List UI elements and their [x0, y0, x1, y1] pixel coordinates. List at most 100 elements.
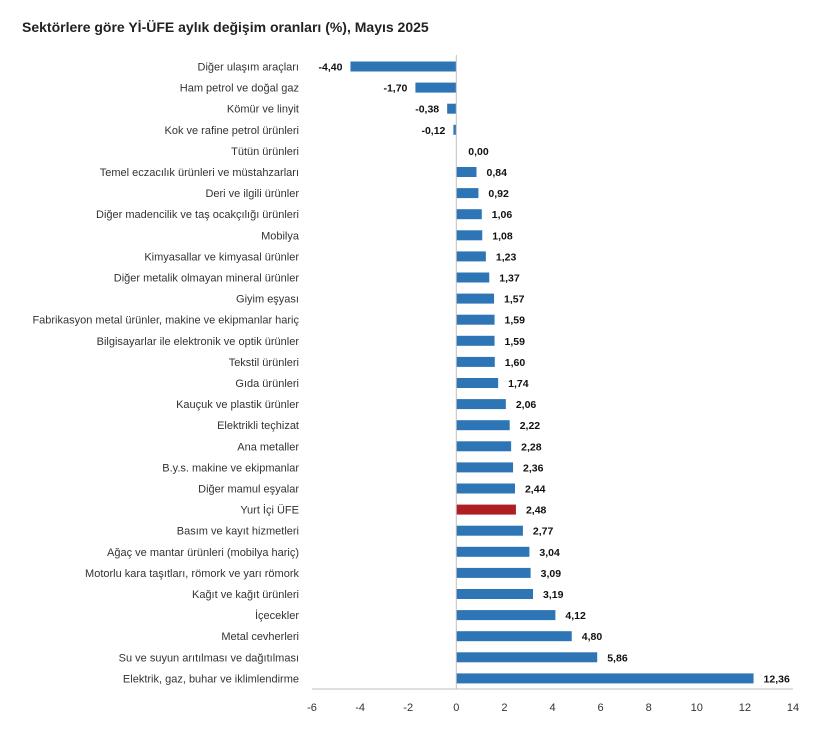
category-label: Elektrik, gaz, buhar ve iklimlendirme — [123, 673, 299, 685]
value-label: 1,57 — [504, 294, 525, 306]
category-label: Kauçuk ve plastik ürünler — [176, 399, 299, 411]
value-label: 2,28 — [521, 441, 542, 453]
value-label: 12,36 — [764, 673, 790, 685]
value-label: 1,08 — [492, 230, 513, 242]
category-label: Elektrikli teçhizat — [217, 420, 299, 432]
value-label: -1,70 — [383, 83, 407, 95]
category-label: Ham petrol ve doğal gaz — [180, 83, 299, 95]
value-label: 1,23 — [496, 251, 517, 263]
x-tick-label: 2 — [501, 702, 507, 714]
bar — [456, 525, 523, 536]
value-label: 2,22 — [520, 420, 541, 432]
category-label: Kömür ve linyit — [227, 104, 299, 116]
bar — [456, 356, 495, 367]
bar — [456, 546, 530, 557]
category-labels: Diğer ulaşım araçları Ham petrol ve doğal… — [32, 62, 299, 686]
category-label: Ana metaller — [237, 441, 299, 453]
bar — [456, 335, 495, 346]
value-label: 4,80 — [582, 631, 603, 643]
bar — [350, 61, 457, 72]
value-label: 0,00 — [468, 146, 489, 158]
value-label: 1,74 — [508, 378, 529, 390]
bar — [456, 441, 512, 452]
bar — [456, 610, 556, 621]
x-tick-label: 8 — [646, 702, 652, 714]
category-label: Tekstil ürünleri — [229, 357, 299, 369]
x-tick-label: 0 — [453, 702, 459, 714]
bar — [456, 504, 516, 515]
value-label: 2,77 — [533, 526, 554, 538]
category-label: Metal cevherleri — [221, 631, 299, 643]
bar — [447, 103, 457, 114]
category-label: Mobilya — [261, 230, 300, 242]
bar — [456, 589, 534, 599]
bar — [456, 230, 483, 241]
category-label: Diğer ulaşım araçları — [198, 62, 299, 74]
value-label: -0,12 — [421, 125, 445, 137]
x-tick-label: 12 — [739, 702, 751, 714]
bar — [456, 251, 486, 262]
value-label: 1,37 — [499, 273, 520, 285]
value-label: 3,04 — [539, 547, 560, 559]
category-label: B.y.s. makine ve ekipmanlar — [162, 462, 299, 474]
bar — [456, 631, 572, 642]
value-label: 3,09 — [541, 568, 562, 580]
bar — [456, 293, 495, 304]
category-label: Kağıt ve kağıt ürünleri — [192, 589, 299, 601]
value-label: 0,84 — [487, 167, 508, 179]
x-axis: -6 -4 -2 0 2 4 6 8 10 12 14 — [307, 55, 799, 714]
bar — [456, 420, 510, 431]
bar — [456, 483, 515, 494]
category-label: Kok ve rafine petrol ürünleri — [164, 125, 299, 137]
value-label: 2,36 — [523, 462, 544, 474]
bar — [456, 399, 506, 410]
category-label: Diğer metalik olmayan mineral ürünler — [114, 273, 300, 285]
category-label: Basım ve kayıt hizmetleri — [177, 526, 299, 538]
category-label: Giyim eşyası — [236, 294, 299, 306]
value-label: 1,60 — [505, 357, 526, 369]
value-label: 4,12 — [565, 610, 586, 622]
bar — [456, 652, 598, 663]
bar — [456, 272, 490, 283]
bar — [456, 209, 482, 220]
category-label: Deri ve ilgili ürünler — [205, 188, 299, 200]
category-label: Ağaç ve mantar ürünleri (mobilya hariç) — [107, 547, 299, 559]
bar — [415, 82, 457, 93]
category-label: Fabrikasyon metal ürünler, makine ve eki… — [32, 315, 299, 327]
category-label: İçecekler — [255, 609, 299, 622]
bar — [456, 567, 531, 578]
x-tick-label: -4 — [355, 702, 365, 714]
value-label: 2,06 — [516, 399, 537, 411]
category-label: Diğer mamul eşyalar — [198, 484, 299, 496]
value-label: 1,59 — [505, 315, 526, 327]
value-label: -0,38 — [415, 104, 439, 116]
category-label: Motorlu kara taşıtları, römork ve yarı r… — [85, 568, 299, 580]
bar — [456, 673, 754, 684]
bar — [456, 167, 477, 177]
value-label: 5,86 — [607, 652, 628, 664]
bar — [456, 462, 514, 473]
x-tick-label: -6 — [307, 702, 317, 714]
value-label: 2,48 — [526, 505, 547, 517]
x-tick-label: 14 — [787, 702, 799, 714]
bar — [453, 124, 457, 135]
value-label: -4,40 — [319, 62, 343, 74]
x-tick-label: 4 — [549, 702, 555, 714]
bar — [456, 188, 479, 199]
value-labels: -4,40 -1,70 -0,38 -0,12 0,00 0,84 0,92 1,06 1,08… — [319, 62, 790, 686]
value-label: 0,92 — [488, 188, 509, 200]
value-label: 3,19 — [543, 589, 564, 601]
x-tick-label: 6 — [598, 702, 604, 714]
x-tick-label: -2 — [403, 702, 413, 714]
value-label: 2,44 — [525, 484, 546, 496]
category-label: Yurt İçi ÜFE — [240, 504, 299, 517]
value-label: 1,59 — [505, 336, 526, 348]
chart-title: Sektörlere göre Yİ-ÜFE aylık değişim ora… — [22, 19, 429, 35]
category-label: Kimyasallar ve kimyasal ürünler — [144, 251, 299, 263]
bars-layer — [350, 61, 754, 684]
bar — [456, 314, 495, 325]
category-label: Diğer madencilik ve taş ocakçılığı ürünl… — [96, 209, 299, 221]
category-label: Temel eczacılık ürünleri ve müstahzarlar… — [100, 167, 299, 179]
category-label: Bilgisayarlar ile elektronik ve optik ür… — [97, 336, 300, 348]
